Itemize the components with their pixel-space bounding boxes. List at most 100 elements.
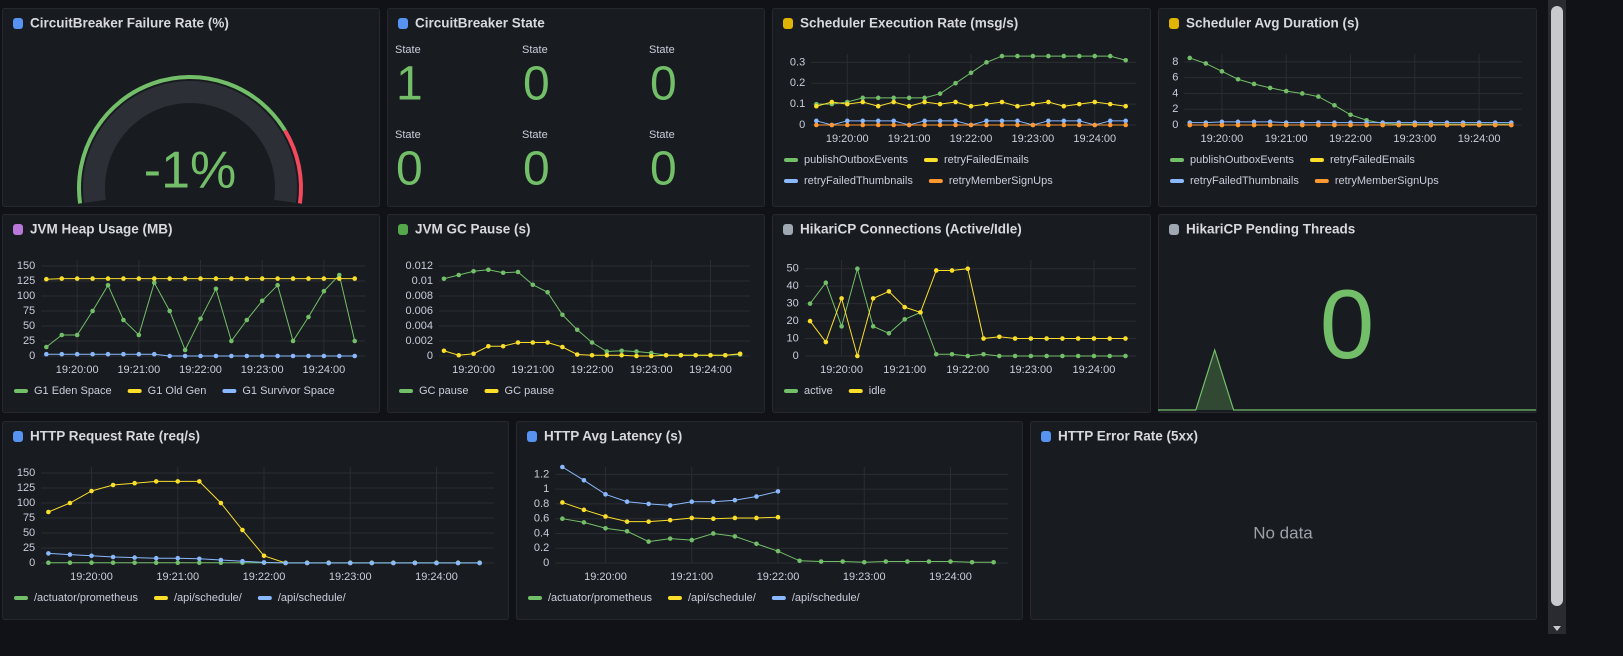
data-point xyxy=(589,352,595,358)
data-point xyxy=(412,560,418,566)
legend-label: active xyxy=(804,385,833,397)
data-point xyxy=(1235,76,1241,82)
data-point xyxy=(391,560,396,566)
data-point xyxy=(259,298,265,304)
x-tick-label: 19:21:00 xyxy=(1265,133,1308,145)
panel-title: JVM GC Pause (s) xyxy=(415,222,531,237)
x-tick-label: 19:23:00 xyxy=(329,571,372,583)
panel-frame xyxy=(387,214,765,413)
data-point xyxy=(906,122,912,128)
gauge-value: -1% xyxy=(144,142,236,200)
data-point xyxy=(1091,353,1097,359)
data-point xyxy=(530,340,536,345)
data-point xyxy=(1299,122,1305,128)
data-point xyxy=(918,310,923,315)
data-point xyxy=(1460,122,1466,128)
data-point xyxy=(369,560,375,566)
data-point xyxy=(90,276,95,281)
x-tick-label: 19:23:00 xyxy=(1011,133,1054,145)
data-point xyxy=(886,289,892,294)
legend-swatch xyxy=(153,596,168,600)
panel-title: HikariCP Connections (Active/Idle) xyxy=(800,222,1022,237)
data-point xyxy=(167,353,172,359)
data-point xyxy=(121,317,126,323)
panel-icon xyxy=(398,18,408,29)
data-point xyxy=(619,352,624,358)
legend-swatch xyxy=(528,596,542,600)
y-tick-label: 40 xyxy=(787,280,799,292)
data-point xyxy=(1348,112,1353,118)
data-point xyxy=(229,353,234,359)
data-point xyxy=(603,514,608,519)
data-point xyxy=(151,351,157,357)
panel: HTTP Error Rate (5xx) No data xyxy=(1030,421,1537,620)
data-point xyxy=(182,347,188,353)
data-point xyxy=(937,118,943,124)
data-point xyxy=(646,519,651,524)
data-point xyxy=(1107,122,1113,128)
data-point xyxy=(949,351,955,357)
legend-label: publishOutboxEvents xyxy=(804,154,908,166)
data-point xyxy=(182,353,188,359)
data-point xyxy=(818,559,824,564)
data-point xyxy=(949,268,955,273)
data-point xyxy=(1092,122,1098,128)
data-point xyxy=(197,479,202,484)
data-point xyxy=(74,276,80,281)
data-point xyxy=(870,324,876,329)
x-tick-label: 19:22:00 xyxy=(950,133,993,145)
data-point xyxy=(1267,122,1273,128)
data-point xyxy=(515,340,521,345)
panel-title: Scheduler Avg Duration (s) xyxy=(1186,16,1359,31)
panel: CircuitBreaker Failure Rate (%) -1% xyxy=(2,8,380,207)
data-point xyxy=(153,479,159,484)
data-point xyxy=(775,548,781,554)
legend-swatch xyxy=(1309,158,1324,162)
data-point xyxy=(1364,122,1369,128)
data-point xyxy=(839,324,844,329)
data-point xyxy=(486,267,491,273)
stat-value: 0 xyxy=(523,58,550,111)
data-point xyxy=(530,282,536,288)
y-tick-label: 100 xyxy=(17,290,35,302)
gauge-track xyxy=(83,81,297,203)
data-point xyxy=(1123,103,1128,109)
threshold-band xyxy=(77,75,287,204)
data-point xyxy=(261,553,267,559)
panel-frame xyxy=(2,214,380,413)
data-point xyxy=(581,507,587,513)
data-point xyxy=(991,559,996,565)
legend-label: /api/schedule/ xyxy=(278,592,347,604)
data-point xyxy=(1235,119,1241,125)
data-point xyxy=(175,479,181,484)
scrollbar-thumb[interactable] xyxy=(1551,6,1563,606)
data-point xyxy=(1092,99,1098,105)
y-tick-label: 50 xyxy=(23,527,35,539)
data-point xyxy=(634,349,639,354)
data-point xyxy=(965,266,971,272)
scroll-down-arrow[interactable] xyxy=(1553,626,1561,631)
legend-swatch xyxy=(14,389,28,393)
legend-label: /api/schedule/ xyxy=(688,592,757,604)
x-tick-label: 19:23:00 xyxy=(241,364,284,376)
legend-label: GC pause xyxy=(505,385,555,397)
data-point xyxy=(1060,353,1065,359)
data-point xyxy=(1092,53,1098,59)
y-tick-label: 100 xyxy=(17,497,35,509)
x-tick-label: 19:24:00 xyxy=(689,364,732,376)
data-point xyxy=(545,340,550,345)
y-tick-label: 10 xyxy=(787,332,799,344)
data-point xyxy=(1030,101,1036,107)
data-point xyxy=(678,352,684,358)
data-point xyxy=(105,276,111,281)
data-point xyxy=(589,340,595,345)
data-point xyxy=(732,515,738,521)
data-point xyxy=(456,352,462,358)
data-point xyxy=(67,560,73,565)
data-point xyxy=(807,301,813,306)
data-point xyxy=(775,514,781,520)
data-point xyxy=(1046,118,1051,124)
data-point xyxy=(59,276,65,281)
y-tick-label: 0 xyxy=(799,119,805,131)
